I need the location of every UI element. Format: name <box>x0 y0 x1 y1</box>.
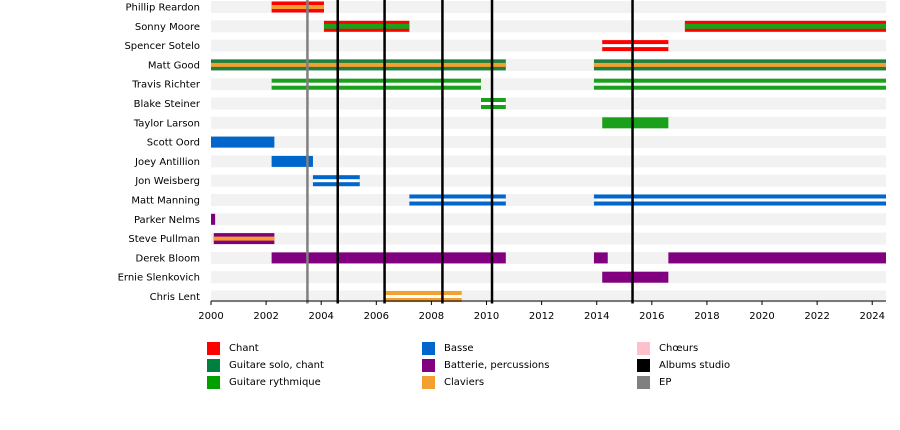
legend-label: Basse <box>444 343 474 354</box>
member-bar-stripe <box>213 236 275 241</box>
x-tick-label: 2018 <box>694 311 719 322</box>
legend-swatch <box>422 359 435 372</box>
member-label: Sonny Moore <box>135 22 200 33</box>
legend-label: Batterie, percussions <box>444 360 550 371</box>
member-bar-stripe <box>593 82 886 86</box>
member-label: Derek Bloom <box>136 253 200 264</box>
x-tick-label: 2014 <box>584 311 609 322</box>
member-label: Joey Antillion <box>134 157 200 168</box>
x-tick-label: 2000 <box>198 311 223 322</box>
row-band <box>211 116 886 129</box>
member-bar <box>211 136 275 148</box>
x-tick-label: 2002 <box>253 311 278 322</box>
member-bar-stripe <box>593 198 886 202</box>
member-label: Taylor Larson <box>133 118 200 129</box>
legend-swatch <box>207 359 220 372</box>
legend-item: Chant <box>207 342 259 355</box>
legend-item: Guitare solo, chant <box>207 359 324 372</box>
legend-label: Guitare solo, chant <box>229 360 324 371</box>
legend-label: EP <box>659 377 672 388</box>
row-band <box>211 97 886 110</box>
member-bar-stripe <box>271 82 481 86</box>
member-bar-stripe <box>409 198 506 202</box>
x-tick-label: 2010 <box>474 311 499 322</box>
legend: Chant Basse Chœurs Guitare solo, chant Batte… <box>207 342 767 402</box>
legend-label: Claviers <box>444 377 485 388</box>
row-band <box>211 232 886 245</box>
legend-item: Guitare rythmique <box>207 376 321 389</box>
member-bar <box>593 252 608 264</box>
legend-item: Basse <box>422 342 474 355</box>
member-bar-stripe <box>684 23 886 29</box>
member-label: Blake Steiner <box>134 99 201 110</box>
member-bar-stripe <box>602 44 669 48</box>
member-bar-stripe <box>384 295 462 298</box>
x-tick-label: 2008 <box>419 311 444 322</box>
member-label: Chris Lent <box>150 292 200 303</box>
member-bar-stripe <box>481 102 506 105</box>
member-bar <box>602 271 669 283</box>
member-bar-stripe <box>593 62 886 67</box>
member-label: Matt Manning <box>131 196 200 207</box>
member-label: Scott Oord <box>147 138 200 149</box>
member-bar-stripe <box>323 23 410 29</box>
member-bar <box>602 117 669 129</box>
member-bar <box>271 155 313 167</box>
legend-label: Guitare rythmique <box>229 377 321 388</box>
member-label: Spencer Sotelo <box>124 41 200 52</box>
member-label: Jon Weisberg <box>134 176 200 187</box>
member-label: Steve Pullman <box>128 234 200 245</box>
x-tick-label: 2004 <box>308 311 333 322</box>
legend-item: EP <box>637 376 671 389</box>
row-band <box>211 174 886 187</box>
legend-swatch <box>422 376 435 389</box>
member-label: Parker Nelms <box>134 215 200 226</box>
row-band <box>211 1 886 13</box>
member-label: Phillip Reardon <box>125 3 200 14</box>
member-bar-stripe <box>211 62 506 67</box>
x-tick-label: 2022 <box>804 311 829 322</box>
row-band <box>211 271 886 284</box>
member-bar <box>271 252 506 264</box>
row-band <box>211 155 886 168</box>
legend-label: Albums studio <box>659 360 731 371</box>
member-label: Matt Good <box>148 60 200 71</box>
legend-item: Albums studio <box>637 359 730 372</box>
legend-item: Chœurs <box>637 342 698 355</box>
x-tick-label: 2006 <box>364 311 389 322</box>
member-bar <box>668 252 886 264</box>
legend-swatch <box>637 376 650 389</box>
legend-swatch <box>207 342 220 355</box>
legend-item: Claviers <box>422 376 484 389</box>
row-band <box>211 213 886 226</box>
legend-item: Batterie, percussions <box>422 359 549 372</box>
x-tick-label: 2016 <box>639 311 664 322</box>
member-label: Ernie Slenkovich <box>118 273 200 284</box>
row-band <box>211 136 886 149</box>
member-label: Travis Richter <box>131 80 201 91</box>
member-bar-stripe <box>271 5 324 9</box>
legend-swatch <box>637 342 650 355</box>
x-tick-label: 2024 <box>859 311 884 322</box>
legend-label: Chant <box>229 343 259 354</box>
row-band <box>211 290 886 303</box>
row-band <box>211 39 886 52</box>
legend-swatch <box>207 376 220 389</box>
legend-swatch <box>422 342 435 355</box>
member-bar <box>211 213 216 225</box>
member-bar-stripe <box>312 179 360 183</box>
x-tick-label: 2020 <box>749 311 774 322</box>
legend-swatch <box>637 359 650 372</box>
legend-label: Chœurs <box>659 343 699 354</box>
x-tick-label: 2012 <box>529 311 554 322</box>
